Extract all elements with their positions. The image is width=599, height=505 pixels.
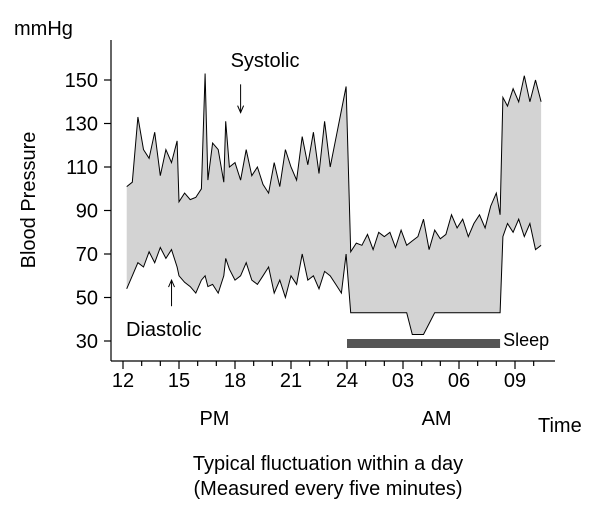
x-tick-label-21: 21	[280, 370, 302, 392]
pressure-band	[126, 73, 542, 335]
diastolic-arrow-head	[168, 278, 175, 288]
diastolic-line	[126, 217, 542, 335]
sleep-bar	[347, 339, 501, 348]
systolic-line	[126, 73, 542, 254]
x-tick-label-06: 06	[448, 370, 470, 392]
unit-label: mmHg	[14, 18, 73, 40]
x-tick-label-24: 24	[336, 370, 358, 392]
y-axis-label: Blood Pressure	[18, 132, 40, 269]
period-label-am: AM	[422, 408, 452, 430]
y-tick-label-70: 70	[76, 244, 98, 266]
y-tick-label-150: 150	[65, 70, 98, 92]
x-tick-label-03: 03	[392, 370, 414, 392]
caption-line-2: (Measured every five minutes)	[194, 478, 463, 500]
sleep-label: Sleep	[503, 330, 549, 350]
period-label-pm: PM	[199, 408, 229, 430]
y-tick-label-50: 50	[76, 288, 98, 310]
diastolic-label: Diastolic	[126, 319, 202, 341]
systolic-label: Systolic	[231, 50, 300, 72]
caption-line-1: Typical fluctuation within a day	[193, 453, 463, 475]
y-tick-label-110: 110	[66, 157, 98, 179]
systolic-arrow-head	[237, 105, 245, 114]
x-tick-label-09: 09	[504, 370, 526, 392]
x-axis-label: Time	[538, 415, 582, 437]
y-tick-label-30: 30	[76, 331, 98, 353]
x-tick-label-18: 18	[224, 370, 246, 392]
x-tick-label-12: 12	[112, 370, 134, 392]
y-tick-label-130: 130	[65, 114, 98, 136]
y-tick-label-90: 90	[76, 201, 98, 223]
x-tick-label-15: 15	[168, 370, 190, 392]
